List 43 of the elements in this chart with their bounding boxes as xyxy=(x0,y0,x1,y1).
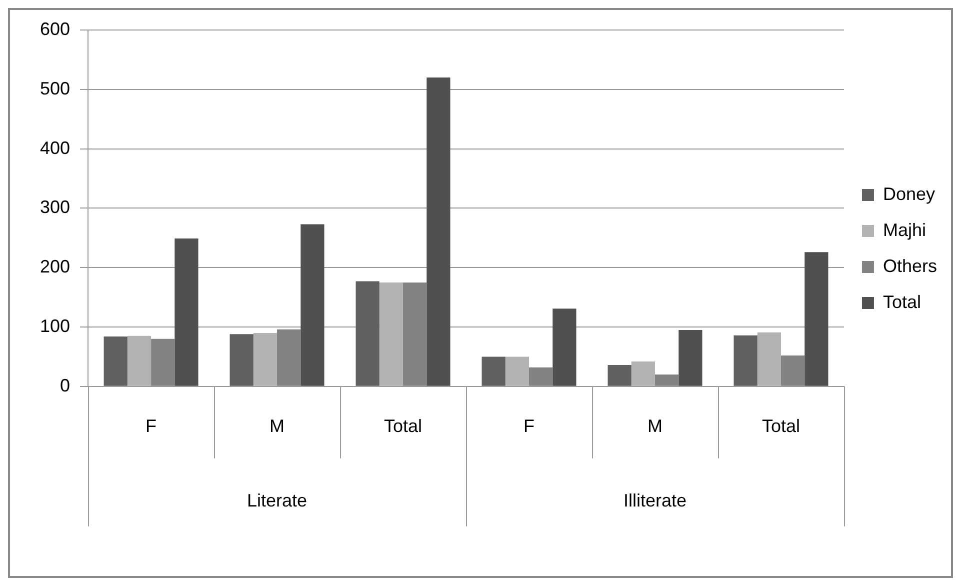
y-tick-label: 300 xyxy=(40,197,70,218)
y-tick-label: 400 xyxy=(40,138,70,158)
bar xyxy=(174,238,198,386)
y-tick-label: 0 xyxy=(60,375,70,396)
x-tick-label: F xyxy=(524,416,535,436)
bar xyxy=(631,361,655,386)
text: Literate xyxy=(246,490,308,510)
bar xyxy=(608,365,632,386)
y-tick-label: 600 xyxy=(40,18,70,39)
y-tick-label: 500 xyxy=(40,78,70,98)
bar xyxy=(403,282,427,386)
y-tick-label: 100 xyxy=(40,316,70,336)
bar xyxy=(734,335,758,386)
bar xyxy=(505,356,530,386)
x-tick-label: Total xyxy=(762,416,800,436)
bar xyxy=(356,281,380,386)
bar xyxy=(654,374,679,386)
text: Illiterate xyxy=(623,490,687,510)
bar xyxy=(678,330,702,386)
legend-label: Others xyxy=(882,256,938,276)
bar xyxy=(529,367,553,386)
legend-label: Total xyxy=(882,292,922,312)
bar xyxy=(151,338,175,386)
x-tick-label: M xyxy=(647,416,662,436)
bar xyxy=(300,224,324,386)
bar xyxy=(277,329,301,386)
x-tick-label: Total xyxy=(384,416,422,436)
bar xyxy=(780,356,805,386)
y-tick-label: 200 xyxy=(40,256,70,277)
bar xyxy=(253,332,278,386)
x-tick-label: M xyxy=(270,416,285,436)
x-tick-label: F xyxy=(146,416,157,436)
bar xyxy=(230,334,254,386)
legend-label: Majhi xyxy=(882,220,926,240)
bar xyxy=(127,336,152,386)
bar xyxy=(104,336,128,386)
bar xyxy=(757,332,781,386)
bar xyxy=(426,78,450,386)
bar xyxy=(552,308,576,386)
bar xyxy=(804,252,828,386)
bar xyxy=(379,282,404,386)
bar xyxy=(482,356,506,386)
legend-label: Doney xyxy=(882,184,936,204)
